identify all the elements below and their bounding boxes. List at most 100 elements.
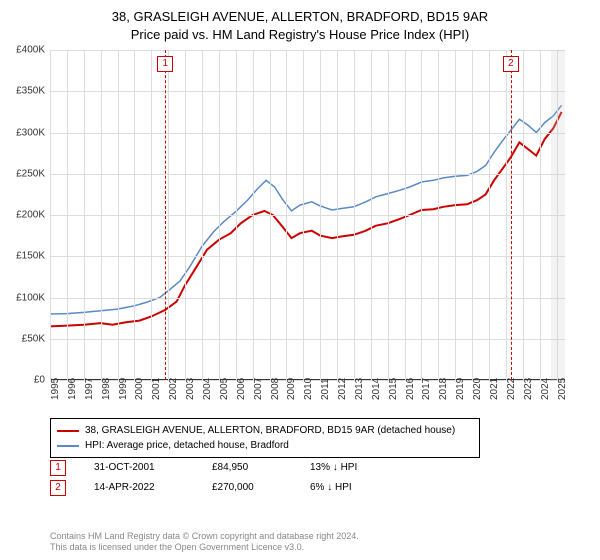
grid-line-v: [388, 50, 389, 380]
grid-line-h: [50, 256, 565, 257]
y-tick-label: £200K: [16, 210, 45, 221]
marker-table: 1 31-OCT-2001 £84,950 13% ↓ HPI 2 14-APR-2022…: [50, 458, 357, 498]
x-tick-label: 2001: [151, 378, 162, 400]
legend: 38, GRASLEIGH AVENUE, ALLERTON, BRADFORD…: [50, 418, 480, 458]
grid-line-v: [523, 50, 524, 380]
x-tick-label: 2008: [270, 378, 281, 400]
marker-2: 2: [503, 56, 519, 72]
grid-line-v: [134, 50, 135, 380]
grid-line-v: [118, 50, 119, 380]
legend-label-property: 38, GRASLEIGH AVENUE, ALLERTON, BRADFORD…: [85, 423, 455, 438]
series-hpi: [50, 105, 562, 314]
grid-line-v: [101, 50, 102, 380]
legend-row-hpi: HPI: Average price, detached house, Brad…: [57, 438, 473, 453]
grid-line-v: [151, 50, 152, 380]
footer-line2: This data is licensed under the Open Gov…: [50, 542, 359, 554]
marker-price-2: £270,000: [212, 478, 282, 498]
grid-line-v: [253, 50, 254, 380]
x-tick-label: 1996: [67, 378, 78, 400]
chart-area: 12: [50, 50, 565, 380]
y-tick-label: £0: [34, 375, 45, 386]
x-tick-label: 2022: [506, 378, 517, 400]
x-tick-label: 2006: [236, 378, 247, 400]
x-tick-label: 1997: [84, 378, 95, 400]
grid-line-v: [489, 50, 490, 380]
grid-line-h: [50, 133, 565, 134]
x-tick-label: 2024: [540, 378, 551, 400]
grid-line-v: [438, 50, 439, 380]
projection-band: [551, 50, 565, 380]
grid-line-h: [50, 215, 565, 216]
grid-line-h: [50, 339, 565, 340]
y-tick-label: £250K: [16, 168, 45, 179]
grid-line-v: [421, 50, 422, 380]
y-tick-label: £300K: [16, 127, 45, 138]
x-tick-label: 1998: [101, 378, 112, 400]
grid-line-v: [236, 50, 237, 380]
marker-date-1: 31-OCT-2001: [94, 458, 184, 478]
grid-line-v: [354, 50, 355, 380]
legend-label-hpi: HPI: Average price, detached house, Brad…: [85, 438, 289, 453]
grid-line-h: [50, 50, 565, 51]
marker-row-1: 1 31-OCT-2001 £84,950 13% ↓ HPI: [50, 458, 357, 478]
grid-line-v: [168, 50, 169, 380]
x-tick-label: 2014: [371, 378, 382, 400]
grid-line-v: [185, 50, 186, 380]
x-tick-label: 2021: [489, 378, 500, 400]
x-tick-label: 2013: [354, 378, 365, 400]
grid-line-v: [337, 50, 338, 380]
y-tick-label: £150K: [16, 251, 45, 262]
y-tick-label: £350K: [16, 86, 45, 97]
x-tick-label: 1999: [118, 378, 129, 400]
marker-delta-1: 13% ↓ HPI: [310, 458, 357, 478]
x-tick-label: 2009: [286, 378, 297, 400]
marker-box-2: 2: [50, 480, 66, 496]
marker-date-2: 14-APR-2022: [94, 478, 184, 498]
grid-line-v: [371, 50, 372, 380]
x-tick-label: 2019: [455, 378, 466, 400]
x-tick-label: 2007: [253, 378, 264, 400]
title-line1: 38, GRASLEIGH AVENUE, ALLERTON, BRADFORD…: [0, 8, 600, 26]
grid-line-h: [50, 174, 565, 175]
y-tick-label: £50K: [22, 333, 45, 344]
marker-box-1: 1: [50, 460, 66, 476]
legend-swatch-hpi: [57, 445, 79, 447]
grid-line-v: [50, 50, 51, 380]
marker-1: 1: [157, 56, 173, 72]
y-tick-label: £400K: [16, 45, 45, 56]
grid-line-v: [67, 50, 68, 380]
grid-line-h: [50, 91, 565, 92]
footer-line1: Contains HM Land Registry data © Crown c…: [50, 531, 359, 543]
x-tick-label: 2017: [421, 378, 432, 400]
marker-delta-2: 6% ↓ HPI: [310, 478, 352, 498]
grid-line-v: [270, 50, 271, 380]
footer: Contains HM Land Registry data © Crown c…: [50, 531, 359, 554]
x-tick-label: 2005: [219, 378, 230, 400]
x-tick-label: 2012: [337, 378, 348, 400]
grid-line-v: [219, 50, 220, 380]
grid-line-v: [455, 50, 456, 380]
grid-line-v: [506, 50, 507, 380]
x-tick-label: 2003: [185, 378, 196, 400]
x-axis: 1995 1996 1997 1998 1999 2000 2001 2002 2003 2004…: [50, 380, 565, 410]
x-tick-label: 2002: [168, 378, 179, 400]
y-axis: £0£50K£100K£150K£200K£250K£300K£350K£400…: [0, 50, 50, 380]
y-tick-label: £100K: [16, 292, 45, 303]
x-tick-label: 2025: [557, 378, 568, 400]
x-tick-label: 2004: [202, 378, 213, 400]
marker-row-2: 2 14-APR-2022 £270,000 6% ↓ HPI: [50, 478, 357, 498]
marker-line-2: [511, 50, 512, 380]
grid-line-v: [540, 50, 541, 380]
marker-price-1: £84,950: [212, 458, 282, 478]
legend-swatch-property: [57, 430, 79, 432]
x-tick-label: 1995: [50, 378, 61, 400]
x-tick-label: 2018: [438, 378, 449, 400]
grid-line-v: [303, 50, 304, 380]
x-tick-label: 2010: [303, 378, 314, 400]
x-tick-label: 2000: [134, 378, 145, 400]
grid-line-v: [405, 50, 406, 380]
x-tick-label: 2016: [405, 378, 416, 400]
x-tick-label: 2023: [523, 378, 534, 400]
x-tick-label: 2011: [320, 378, 331, 400]
grid-line-v: [320, 50, 321, 380]
